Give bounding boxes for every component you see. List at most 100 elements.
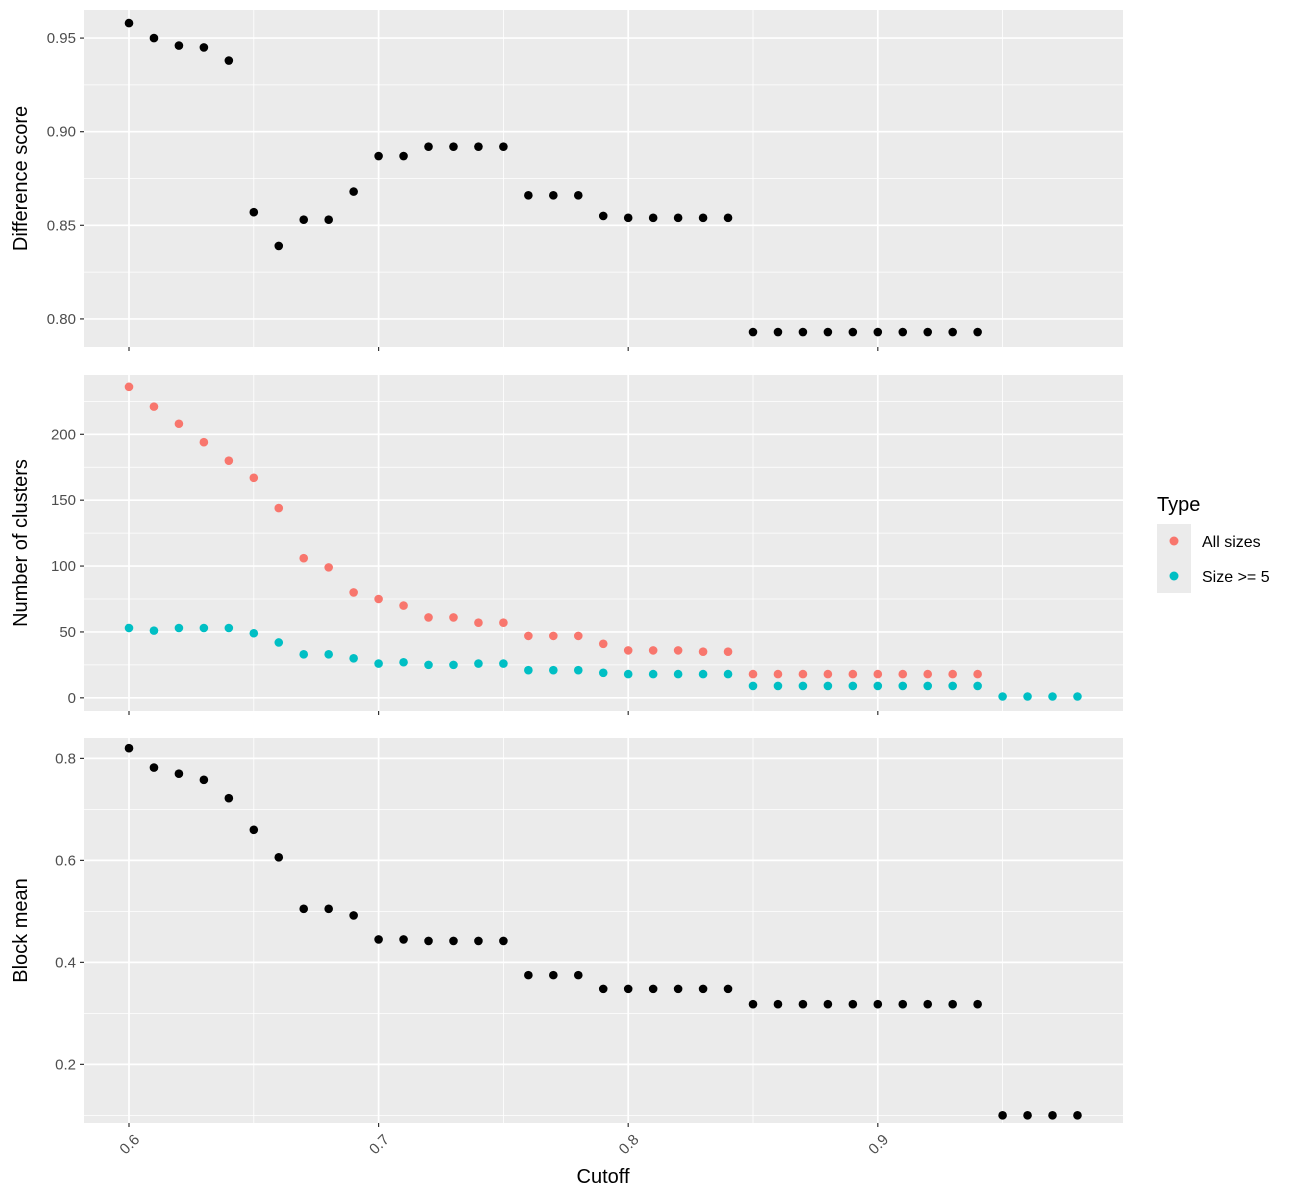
series-size-ge-5	[124, 623, 1082, 701]
data-point	[199, 43, 209, 52]
data-point	[149, 33, 159, 43]
data-point	[399, 935, 408, 944]
data-point	[224, 56, 234, 65]
data-point	[698, 984, 708, 994]
data-point	[474, 659, 483, 668]
x-axis-title: Cutoff	[577, 1166, 630, 1188]
data-point	[174, 41, 184, 50]
data-point	[499, 659, 508, 668]
data-point	[324, 563, 333, 572]
data-point	[299, 904, 309, 914]
data-point	[973, 669, 982, 679]
data-point	[998, 1111, 1007, 1120]
y-tick-label: 200	[51, 426, 76, 443]
data-point	[823, 681, 833, 691]
data-point	[698, 213, 708, 223]
data-point	[973, 327, 982, 337]
data-point	[1048, 692, 1057, 701]
data-point	[623, 213, 633, 223]
data-point	[673, 984, 683, 994]
data-point	[898, 681, 908, 691]
y-axis-title: Number of clusters	[10, 459, 32, 627]
data-point	[249, 473, 259, 483]
data-point	[549, 631, 558, 641]
data-point	[723, 213, 733, 223]
y-tick-label: 100	[51, 558, 76, 575]
data-point	[424, 660, 433, 670]
data-point	[748, 669, 758, 679]
data-point	[549, 970, 558, 980]
data-point	[798, 999, 808, 1009]
data-point	[1073, 692, 1082, 701]
data-point	[149, 763, 159, 772]
data-point	[748, 999, 758, 1009]
data-point	[124, 623, 134, 633]
data-point	[748, 327, 758, 337]
data-point	[124, 18, 134, 28]
data-point	[948, 327, 957, 337]
data-point	[798, 327, 808, 337]
data-point	[948, 999, 957, 1009]
y-tick-label: 0.8	[55, 750, 76, 767]
y-axis-title: Block mean	[10, 878, 32, 983]
legend-key-size-ge-5	[1169, 571, 1179, 581]
data-point	[299, 553, 309, 563]
data-point	[973, 681, 982, 691]
y-tick-label: 0.80	[47, 311, 76, 328]
data-point	[773, 999, 783, 1009]
data-point	[524, 970, 533, 980]
y-tick-label: 50	[59, 624, 76, 641]
data-point	[598, 984, 608, 994]
series-block-mean	[124, 743, 1082, 1120]
y-tick-label: 0.85	[47, 217, 76, 234]
data-point	[873, 681, 883, 691]
data-point	[723, 984, 733, 994]
data-point	[424, 936, 433, 946]
data-point	[773, 681, 783, 691]
data-point	[274, 638, 284, 647]
data-point	[673, 213, 683, 223]
panel-number-of-clusters: 0 50 100 150 200 Number of clusters	[10, 375, 1123, 715]
panel-difference-score: 0.80 0.85 0.90 0.95 Difference score	[10, 10, 1123, 351]
panels: 0.80 0.85 0.90 0.95 Difference score 0 50 100 15…	[10, 10, 1123, 1158]
data-point	[848, 999, 858, 1009]
data-point	[349, 588, 358, 597]
data-point	[923, 999, 933, 1009]
data-point	[723, 647, 733, 657]
data-point	[324, 650, 333, 659]
data-point	[324, 215, 333, 224]
data-point	[474, 936, 483, 946]
y-tick-label: 0.2	[55, 1056, 76, 1073]
data-point	[399, 601, 408, 610]
data-point	[449, 660, 458, 670]
data-point	[249, 825, 259, 835]
series-all-sizes	[124, 382, 982, 679]
data-point	[524, 665, 533, 675]
data-point	[149, 626, 159, 635]
data-point	[174, 623, 184, 633]
data-point	[524, 191, 533, 200]
data-point	[374, 935, 383, 944]
data-point	[798, 669, 808, 679]
x-tick-label: 0.6	[116, 1131, 143, 1158]
y-tick-label: 150	[51, 492, 76, 509]
data-point	[648, 984, 658, 994]
panel-background	[84, 375, 1123, 711]
data-point	[424, 142, 433, 151]
data-point	[324, 904, 333, 914]
data-point	[648, 669, 658, 679]
data-point	[374, 151, 383, 161]
data-point	[549, 665, 558, 675]
data-point	[249, 207, 259, 217]
data-point	[898, 669, 908, 679]
data-point	[848, 669, 858, 679]
data-point	[199, 623, 209, 633]
data-point	[873, 669, 883, 679]
data-point	[723, 669, 733, 679]
data-point	[823, 999, 833, 1009]
data-point	[499, 936, 508, 946]
data-point	[274, 503, 284, 513]
data-point	[648, 646, 658, 655]
data-point	[224, 623, 234, 633]
